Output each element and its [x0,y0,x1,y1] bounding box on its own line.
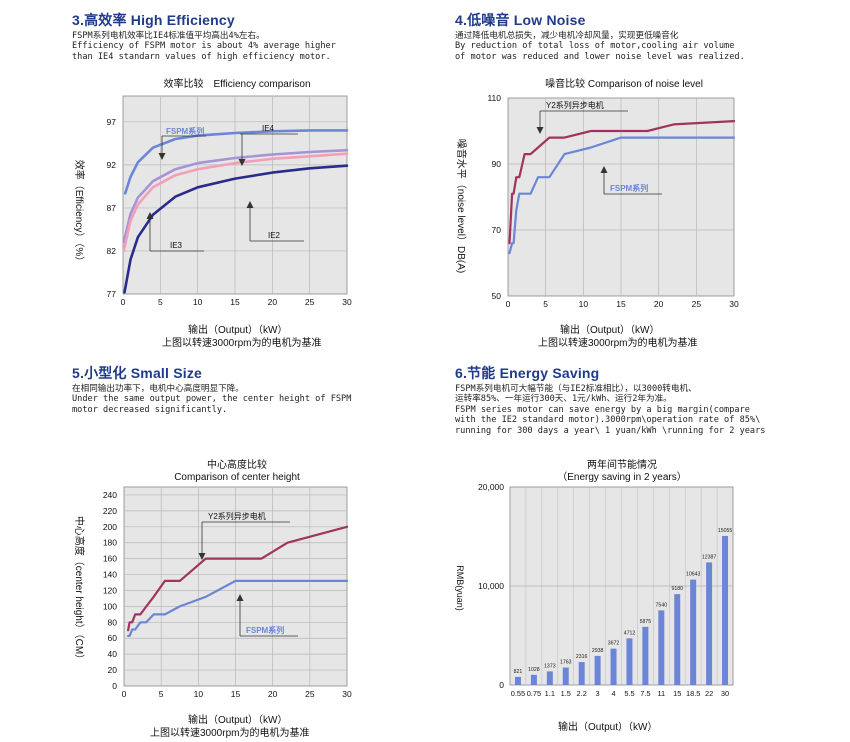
x-tick-label: 1.5 [561,689,571,698]
x-tick-label: 1.1 [545,689,555,698]
bar [547,671,553,685]
data-label: 7540 [656,602,668,608]
x-tick-label: 15 [673,689,681,698]
x-tick-label: 5.5 [624,689,634,698]
chart-subtitle: （Energy saving in 2 years） [557,471,687,483]
data-label: 10643 [686,572,701,578]
bar [626,638,632,685]
bar [611,649,617,685]
bar [563,668,569,685]
energy-saving-chart: 两年间节能情况 （Energy saving in 2 years） RMB(y… [0,0,850,742]
bar [722,536,728,685]
x-tick-label: 0.75 [527,689,541,698]
data-label: 821 [514,669,523,675]
x-tick-label: 3 [596,689,600,698]
x-tick-label: 11 [657,689,665,698]
bar [531,675,537,685]
bar [658,610,664,685]
data-label: 2938 [592,648,604,654]
x-tick-label: 4 [611,689,615,698]
data-label: 1028 [528,667,540,673]
bar [595,656,601,685]
x-tick-label: 2.2 [577,689,587,698]
data-label: 3672 [608,641,620,647]
y-tick-label: 20,000 [478,482,504,492]
x-tick-label: 22 [705,689,713,698]
x-tick-label: 0.55 [511,689,525,698]
x-axis-caption: 输出（Output）（kW） [558,718,657,733]
data-label: 12387 [702,554,717,560]
bar [579,662,585,685]
bar [515,677,521,685]
data-label: 2316 [576,654,588,660]
data-label: 1373 [544,663,556,669]
x-tick-label: 7.5 [640,689,650,698]
data-label: 5875 [640,619,652,625]
chart-title: 两年间节能情况 [587,458,657,471]
data-label: 1763 [560,660,572,666]
x-tick-label: 30 [721,689,729,698]
bar [674,594,680,685]
y-axis-label: RMB(yuan) [455,565,465,611]
data-label: 9180 [671,586,683,592]
bar [642,627,648,685]
bar [706,562,712,685]
bar [690,580,696,685]
y-tick-label: 10,000 [478,581,504,591]
x-tick-label: 18.5 [686,689,700,698]
data-label: 4712 [624,630,636,636]
y-tick-label: 0 [499,680,504,690]
data-label: 15055 [718,528,733,534]
